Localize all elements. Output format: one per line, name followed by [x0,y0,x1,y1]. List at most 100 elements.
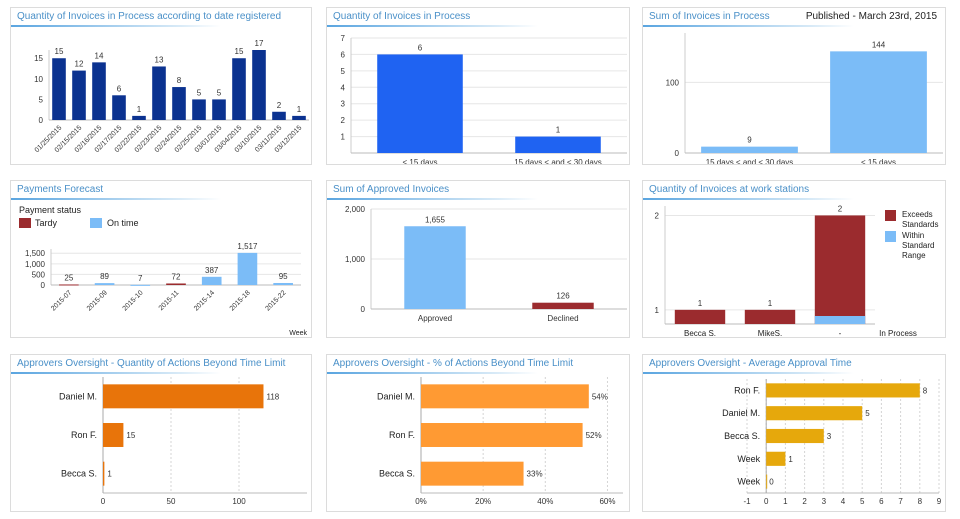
x-tick-label: 40% [537,497,553,506]
y-tick-label: 1 [655,306,660,315]
data-label: 72 [172,272,181,281]
x-tick-label: 2015-22 [264,289,287,312]
x-tick-label: 2015-07 [50,289,73,312]
legend-label: Standards [902,220,938,229]
x-tick-label: -1 [743,497,751,506]
bar [201,276,222,285]
data-label: 52% [586,431,602,440]
panel-work-stations: Quantity of Invoices at work stations 1 2… [642,180,946,338]
legend-label: On time [107,218,139,228]
bar [292,115,306,120]
x-tick-label: < 15 days [861,158,896,165]
panel-approved-invoices: Sum of Approved Invoices 0 1,000 2,000 1,65… [326,180,630,338]
x-tick-label: 6 [879,497,884,506]
panel-invoices-by-date: Quantity of Invoices in Process accordin… [10,7,312,165]
data-label: 14 [95,51,104,60]
category-label: Ron F. [734,385,760,395]
x-tick-label: 20% [475,497,491,506]
data-label: 1 [297,105,302,114]
chart-title: Approvers Oversight - Average Approval T… [649,358,852,369]
x-axis-label: In Process [879,329,917,338]
x-tick-label: 0 [764,497,769,506]
bar-exceeds [814,215,866,324]
data-label: 5 [865,409,870,418]
category-label: Week [737,454,760,464]
y-tick-label: 1,000 [345,255,366,264]
x-tick-label: 2015-18 [229,289,252,312]
x-tick-label: Declined [547,314,578,323]
chart-sum-invoices: 0 100 9 15 days < and < 30 days 144 < 15 days [666,33,943,165]
chart-title: Sum of Invoices in Process [649,11,770,22]
panel-payments-forecast: Payments Forecast Payment status Tardy On … [10,180,312,338]
y-tick-label: 0 [39,116,44,125]
bar [172,87,186,120]
legend-label: Exceeds [902,210,933,219]
category-label: Daniel M. [59,391,97,401]
bar [94,283,115,285]
data-label: 5 [197,88,202,97]
bar [252,50,266,120]
data-label: 1,517 [237,242,258,251]
bar [52,58,66,120]
y-tick-label: 500 [32,270,46,279]
bar [132,115,146,120]
x-tick-label: 5 [860,497,865,506]
bar [232,58,246,120]
data-label: 54% [592,392,608,401]
chart-title: Sum of Approved Invoices [333,184,450,195]
data-label: 25 [64,273,73,282]
category-label: Becca S. [61,469,97,479]
data-label: 15 [126,431,135,440]
y-tick-label: 1 [341,133,346,142]
data-label: 1 [698,299,703,308]
data-label: 6 [418,43,423,52]
y-tick-label: 1,000 [25,260,46,269]
x-tick-label: 15 days < and < 30 days [706,158,794,165]
x-tick-label: 15 days < and < 30 days [514,158,602,165]
data-label: 1,655 [425,215,446,224]
data-label: 13 [155,55,164,64]
x-tick-label: Approved [418,314,452,323]
data-label: 7 [138,274,143,283]
x-tick-label: 7 [898,497,903,506]
bar [59,284,79,286]
data-label: 1 [107,470,112,479]
data-label: 12 [75,60,84,69]
x-tick-label: 4 [841,497,846,506]
x-tick-label: 3 [822,497,827,506]
data-label: 15 [235,47,244,56]
y-tick-label: 5 [341,67,346,76]
x-tick-label: 50 [167,497,176,506]
data-label: 387 [205,266,219,275]
y-tick-label: 0 [41,281,46,290]
bar [237,252,258,285]
x-tick-label: 100 [232,497,246,506]
y-tick-label: 1,500 [25,249,46,258]
data-label: 1 [137,105,142,114]
bar [130,284,151,286]
bar [404,226,466,309]
x-tick-label: 9 [937,497,942,506]
bar-exceeds [744,309,796,324]
data-label: 1 [556,126,561,135]
y-tick-label: 0 [675,149,680,158]
bar [766,451,786,466]
legend-swatch-exceeds [885,210,896,221]
bar [766,406,863,421]
data-label: 3 [827,432,832,441]
legend-label: Standard [902,241,934,250]
data-label: 5 [217,88,222,97]
x-tick-label: 0 [101,497,106,506]
category-label: Becca S. [379,469,415,479]
bar [766,383,920,398]
chart-title: Approvers Oversight - % of Actions Beyon… [333,358,574,369]
y-tick-label: 100 [666,78,680,87]
chart-title: Approvers Oversight - Quantity of Action… [17,358,286,369]
bar [103,461,105,486]
legend-label: Range [902,251,926,260]
chart-invoices-by-date: 0510151501/25/20151202/15/20151402/16/20… [34,39,309,154]
legend-label: Within [902,231,924,240]
category-label: Becca S. [724,431,760,441]
